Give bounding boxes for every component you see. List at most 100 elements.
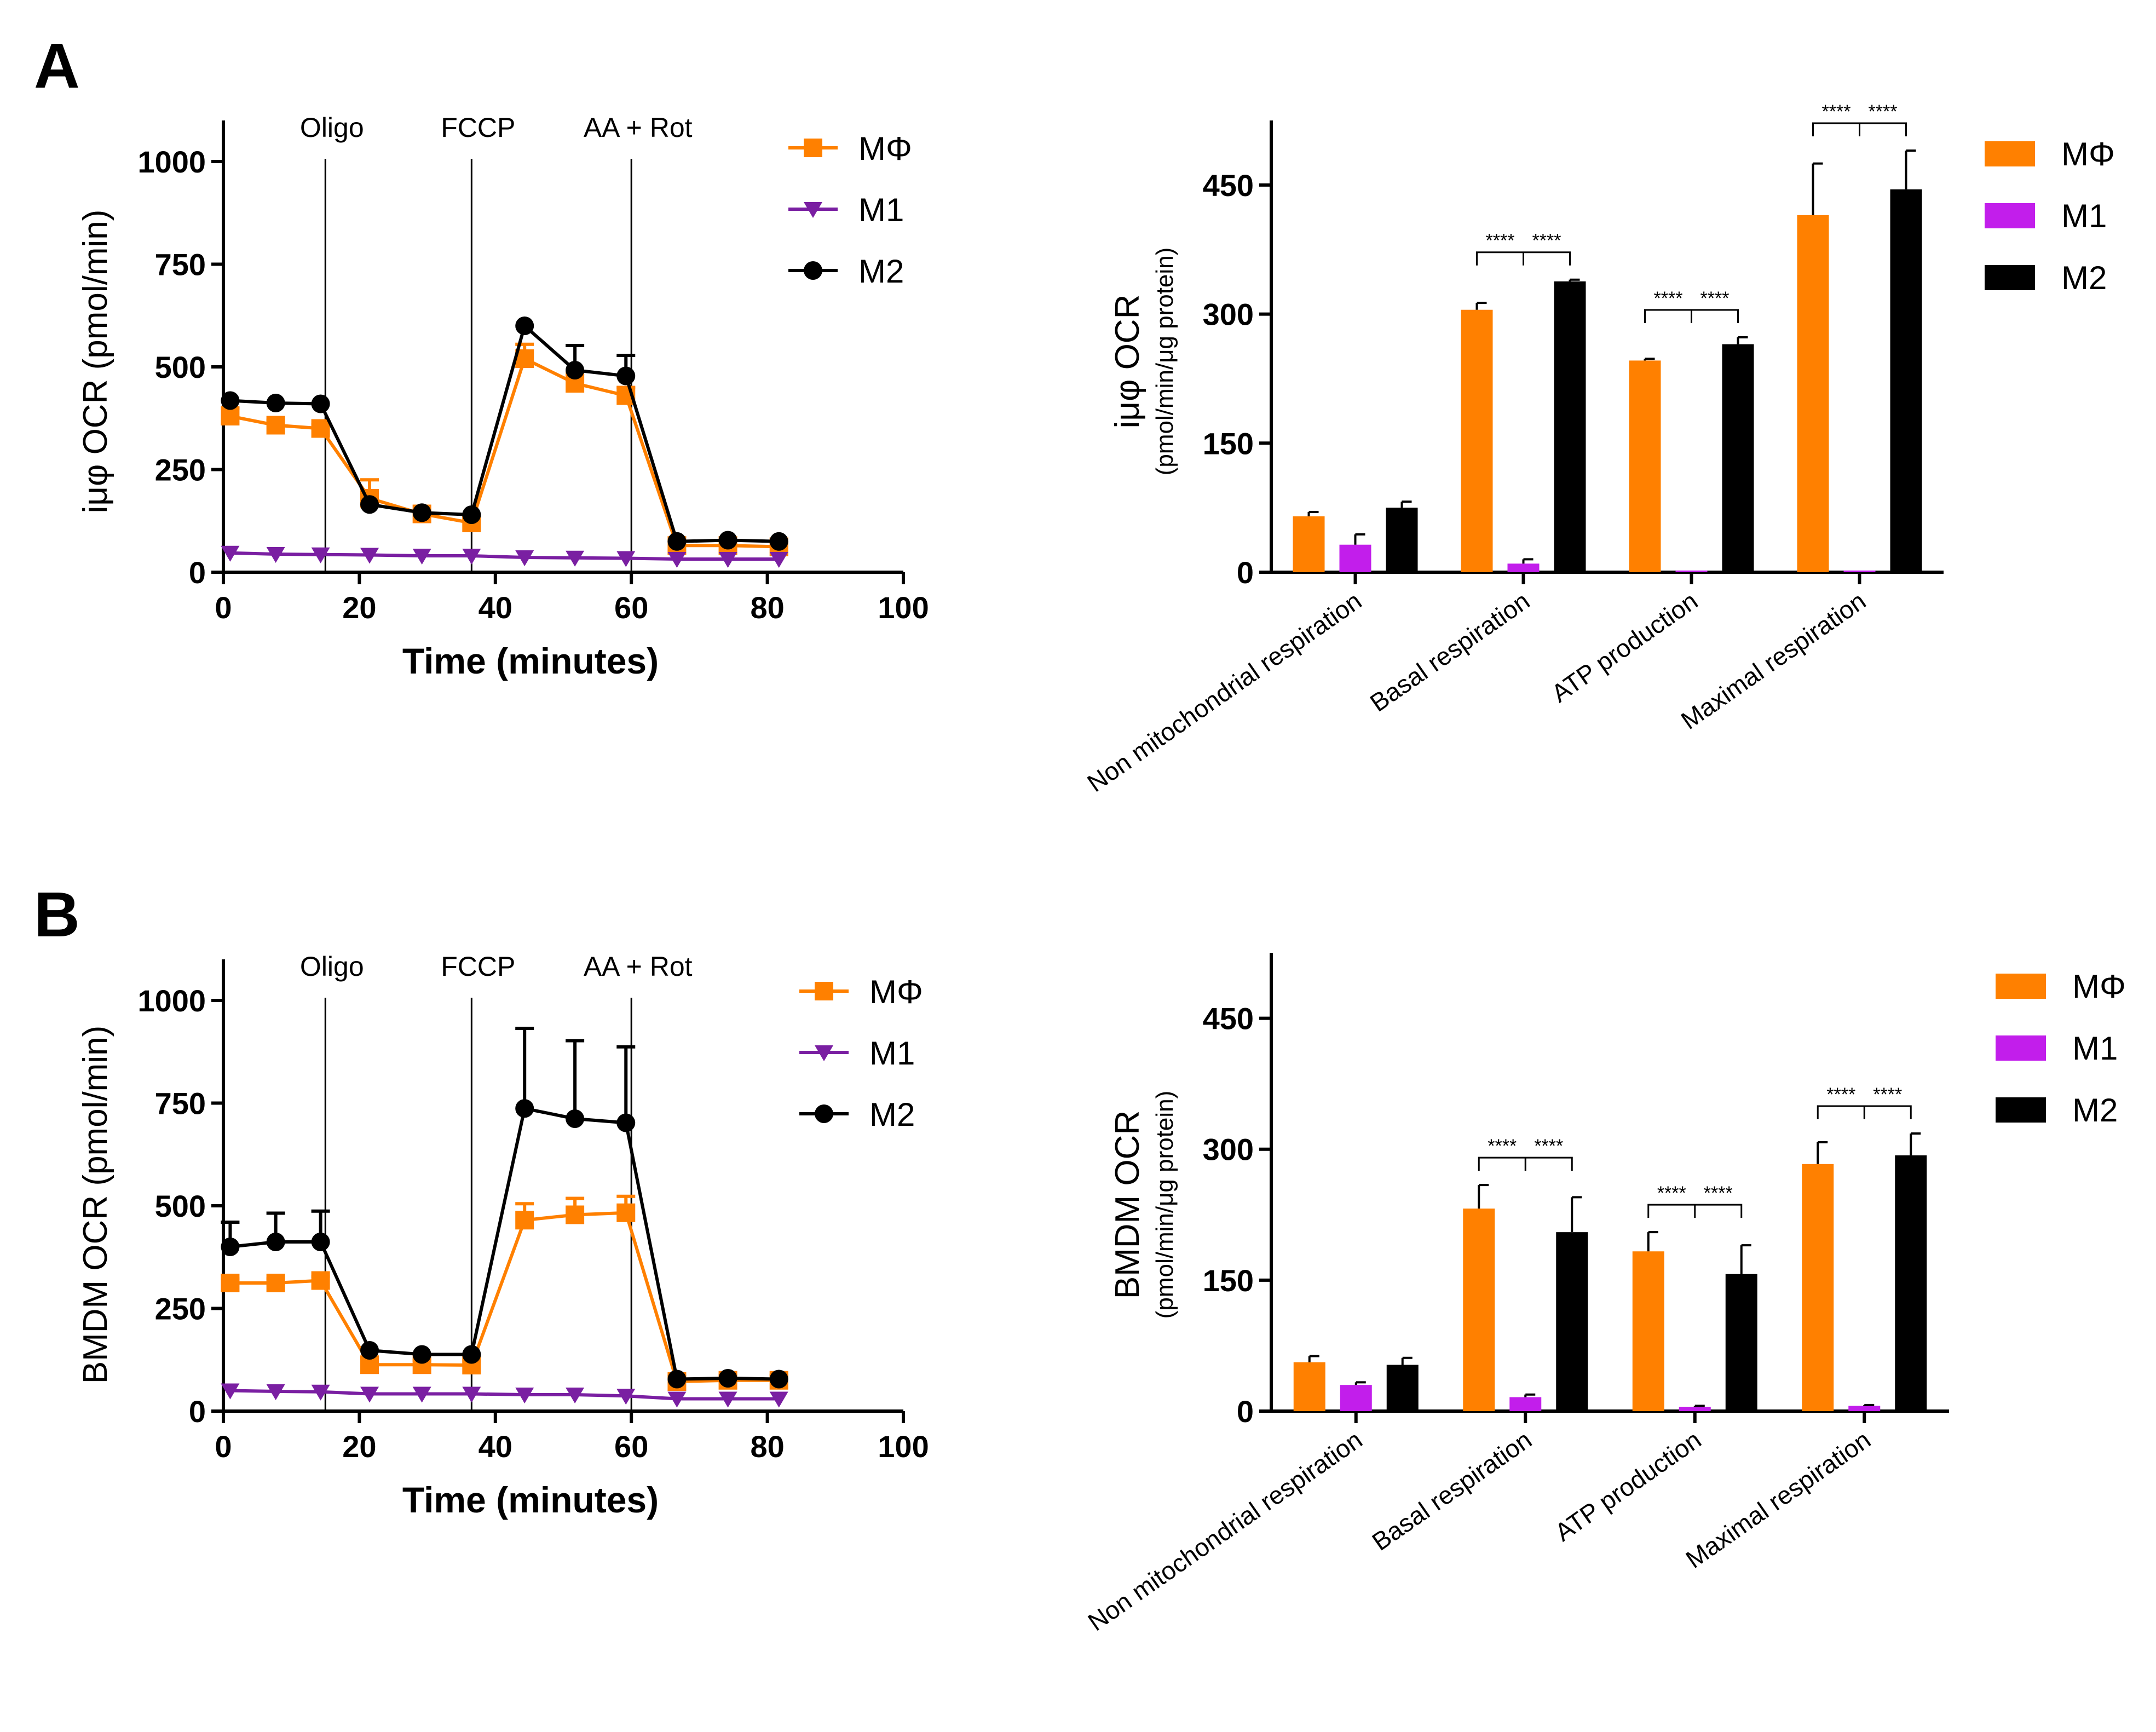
b-bar-legend-label: M1 bbox=[2072, 1030, 2118, 1067]
b-line-y-tick-label: 750 bbox=[155, 1086, 206, 1121]
b-line-data-point bbox=[515, 1388, 534, 1403]
a-bar-bar bbox=[1890, 189, 1922, 572]
b-line-data-point bbox=[360, 1341, 379, 1360]
a-bar-bar bbox=[1843, 570, 1876, 572]
a-bar-significance-bracket bbox=[1644, 309, 1739, 323]
b-bar-bar bbox=[1895, 1155, 1927, 1411]
b-bar-bar bbox=[1725, 1274, 1757, 1411]
a-bar-legend-swatch bbox=[1985, 203, 2035, 228]
a-line-data-point bbox=[266, 416, 285, 435]
a-line-data-point bbox=[311, 547, 330, 563]
a-bar-legend-label: M2 bbox=[2061, 260, 2107, 296]
a-bar-bar bbox=[1554, 281, 1586, 572]
b-line-series-line bbox=[230, 1389, 779, 1401]
a-line-y-tick-label: 250 bbox=[155, 453, 206, 487]
b-line-data-point bbox=[566, 1388, 585, 1403]
a-line-data-point bbox=[412, 549, 431, 565]
b-line-data-point bbox=[515, 1211, 534, 1230]
a-line-x-tick-label: 100 bbox=[878, 590, 929, 625]
b-bar-bar bbox=[1632, 1251, 1664, 1411]
a-line-data-point bbox=[221, 391, 240, 410]
a-bar-significance-bracket bbox=[1476, 251, 1571, 266]
a-line-data-point bbox=[462, 505, 481, 524]
a-line-legend-marker bbox=[804, 261, 822, 280]
a-bar-category-label: Basal respiration bbox=[1365, 586, 1535, 717]
b-bar-legend-label: M2 bbox=[2072, 1092, 2118, 1129]
b-line-data-point bbox=[360, 1386, 379, 1403]
a-line-legend-marker bbox=[804, 139, 822, 157]
b-line-data-point bbox=[221, 1383, 240, 1400]
b-bar-y-tick-label: 450 bbox=[1203, 1002, 1254, 1036]
a-bar-ylabel-sub: (pmol/min/μg protein) bbox=[1151, 248, 1178, 476]
b-line-data-point bbox=[718, 1369, 737, 1388]
b-line-x-tick-label: 80 bbox=[750, 1429, 784, 1464]
b-line-data-point bbox=[718, 1391, 737, 1408]
a-line-x-tick-label: 40 bbox=[479, 590, 512, 625]
b-bar-legend-swatch bbox=[1996, 1035, 2046, 1061]
b-bar-ylabel-sub: (pmol/min/μg protein) bbox=[1151, 1091, 1178, 1319]
b-line-data-point bbox=[311, 1271, 330, 1290]
b-line-data-point bbox=[266, 1384, 285, 1400]
a-bar-significance-label: **** bbox=[1486, 231, 1515, 251]
b-line-data-point bbox=[462, 1345, 481, 1364]
b-line-data-point bbox=[616, 1113, 636, 1132]
b-line-data-point bbox=[412, 1386, 431, 1403]
b-line-x-tick-label: 100 bbox=[878, 1429, 929, 1464]
a-line-legend-label: M2 bbox=[858, 253, 904, 290]
a-bar-y-tick-label: 300 bbox=[1203, 297, 1254, 332]
a-line-y-tick-label: 0 bbox=[189, 555, 206, 590]
a-line-data-point bbox=[616, 551, 636, 567]
a-bar-bar bbox=[1675, 570, 1708, 572]
a-line-injection-label: AA + Rot bbox=[584, 112, 693, 143]
a-line-data-point bbox=[266, 394, 285, 412]
a-bar-bar bbox=[1629, 360, 1661, 572]
a-line-data-point bbox=[667, 552, 687, 568]
b-line-injection-label: AA + Rot bbox=[584, 951, 693, 982]
b-line-data-point bbox=[566, 1109, 585, 1128]
b-line-data-point bbox=[266, 1274, 285, 1292]
panel-letter-a: A bbox=[34, 30, 80, 101]
b-bar-significance-label: **** bbox=[1704, 1183, 1733, 1204]
a-bar-legend-swatch bbox=[1985, 141, 2035, 166]
a-bar-y-tick-label: 0 bbox=[1237, 555, 1254, 590]
a-line-legend-label: M1 bbox=[858, 192, 904, 228]
a-line-legend-label: MΦ bbox=[858, 130, 912, 167]
b-bar-category-label: Basal respiration bbox=[1367, 1425, 1536, 1556]
b-line-y-tick-label: 0 bbox=[189, 1394, 206, 1429]
b-line-y-tick-label: 500 bbox=[155, 1189, 206, 1223]
a-line-x-tick-label: 20 bbox=[342, 590, 376, 625]
a-line-data-point bbox=[462, 549, 481, 565]
b-bar-legend-swatch bbox=[1996, 1097, 2046, 1123]
a-bar-bar bbox=[1507, 563, 1540, 572]
b-line-legend-label: M2 bbox=[869, 1096, 915, 1133]
a-bar-bar bbox=[1722, 344, 1754, 572]
b-line-x-axis-title: Time (minutes) bbox=[402, 1480, 659, 1520]
a-line-data-point bbox=[769, 552, 788, 568]
b-line-data-point bbox=[616, 1389, 636, 1405]
b-bar-legend-label: MΦ bbox=[2072, 968, 2126, 1005]
b-line-y-tick-label: 250 bbox=[155, 1292, 206, 1326]
b-bar-significance-label: **** bbox=[1826, 1084, 1855, 1105]
a-bar-y-tick-label: 450 bbox=[1203, 168, 1254, 203]
b-bar-category-label: Non mitochondrial respiration bbox=[1083, 1425, 1368, 1637]
b-bar-bar bbox=[1293, 1362, 1325, 1411]
b-bar-bar bbox=[1679, 1407, 1711, 1411]
b-bar-y-tick-label: 0 bbox=[1237, 1394, 1254, 1429]
b-bar-significance-bracket bbox=[1478, 1156, 1573, 1171]
b-bar-bar bbox=[1802, 1164, 1834, 1411]
a-bar-y-tick-label: 150 bbox=[1203, 426, 1254, 461]
b-bar-legend-swatch bbox=[1996, 974, 2046, 999]
a-bar-ylabel-main: iμφ OCR bbox=[1109, 295, 1146, 429]
a-bar-legend-label: M1 bbox=[2061, 198, 2107, 234]
a-bar-category-label: Non mitochondrial respiration bbox=[1082, 586, 1367, 798]
a-line-x-axis-title: Time (minutes) bbox=[402, 641, 659, 681]
b-bar-significance-label: **** bbox=[1873, 1084, 1902, 1105]
a-line-y-tick-label: 1000 bbox=[137, 145, 206, 179]
b-line-x-tick-label: 60 bbox=[614, 1429, 648, 1464]
b-line-legend-label: MΦ bbox=[869, 974, 923, 1010]
a-line-data-point bbox=[311, 419, 330, 438]
a-line-y-tick-label: 750 bbox=[155, 248, 206, 282]
a-bar-bar bbox=[1293, 516, 1325, 572]
